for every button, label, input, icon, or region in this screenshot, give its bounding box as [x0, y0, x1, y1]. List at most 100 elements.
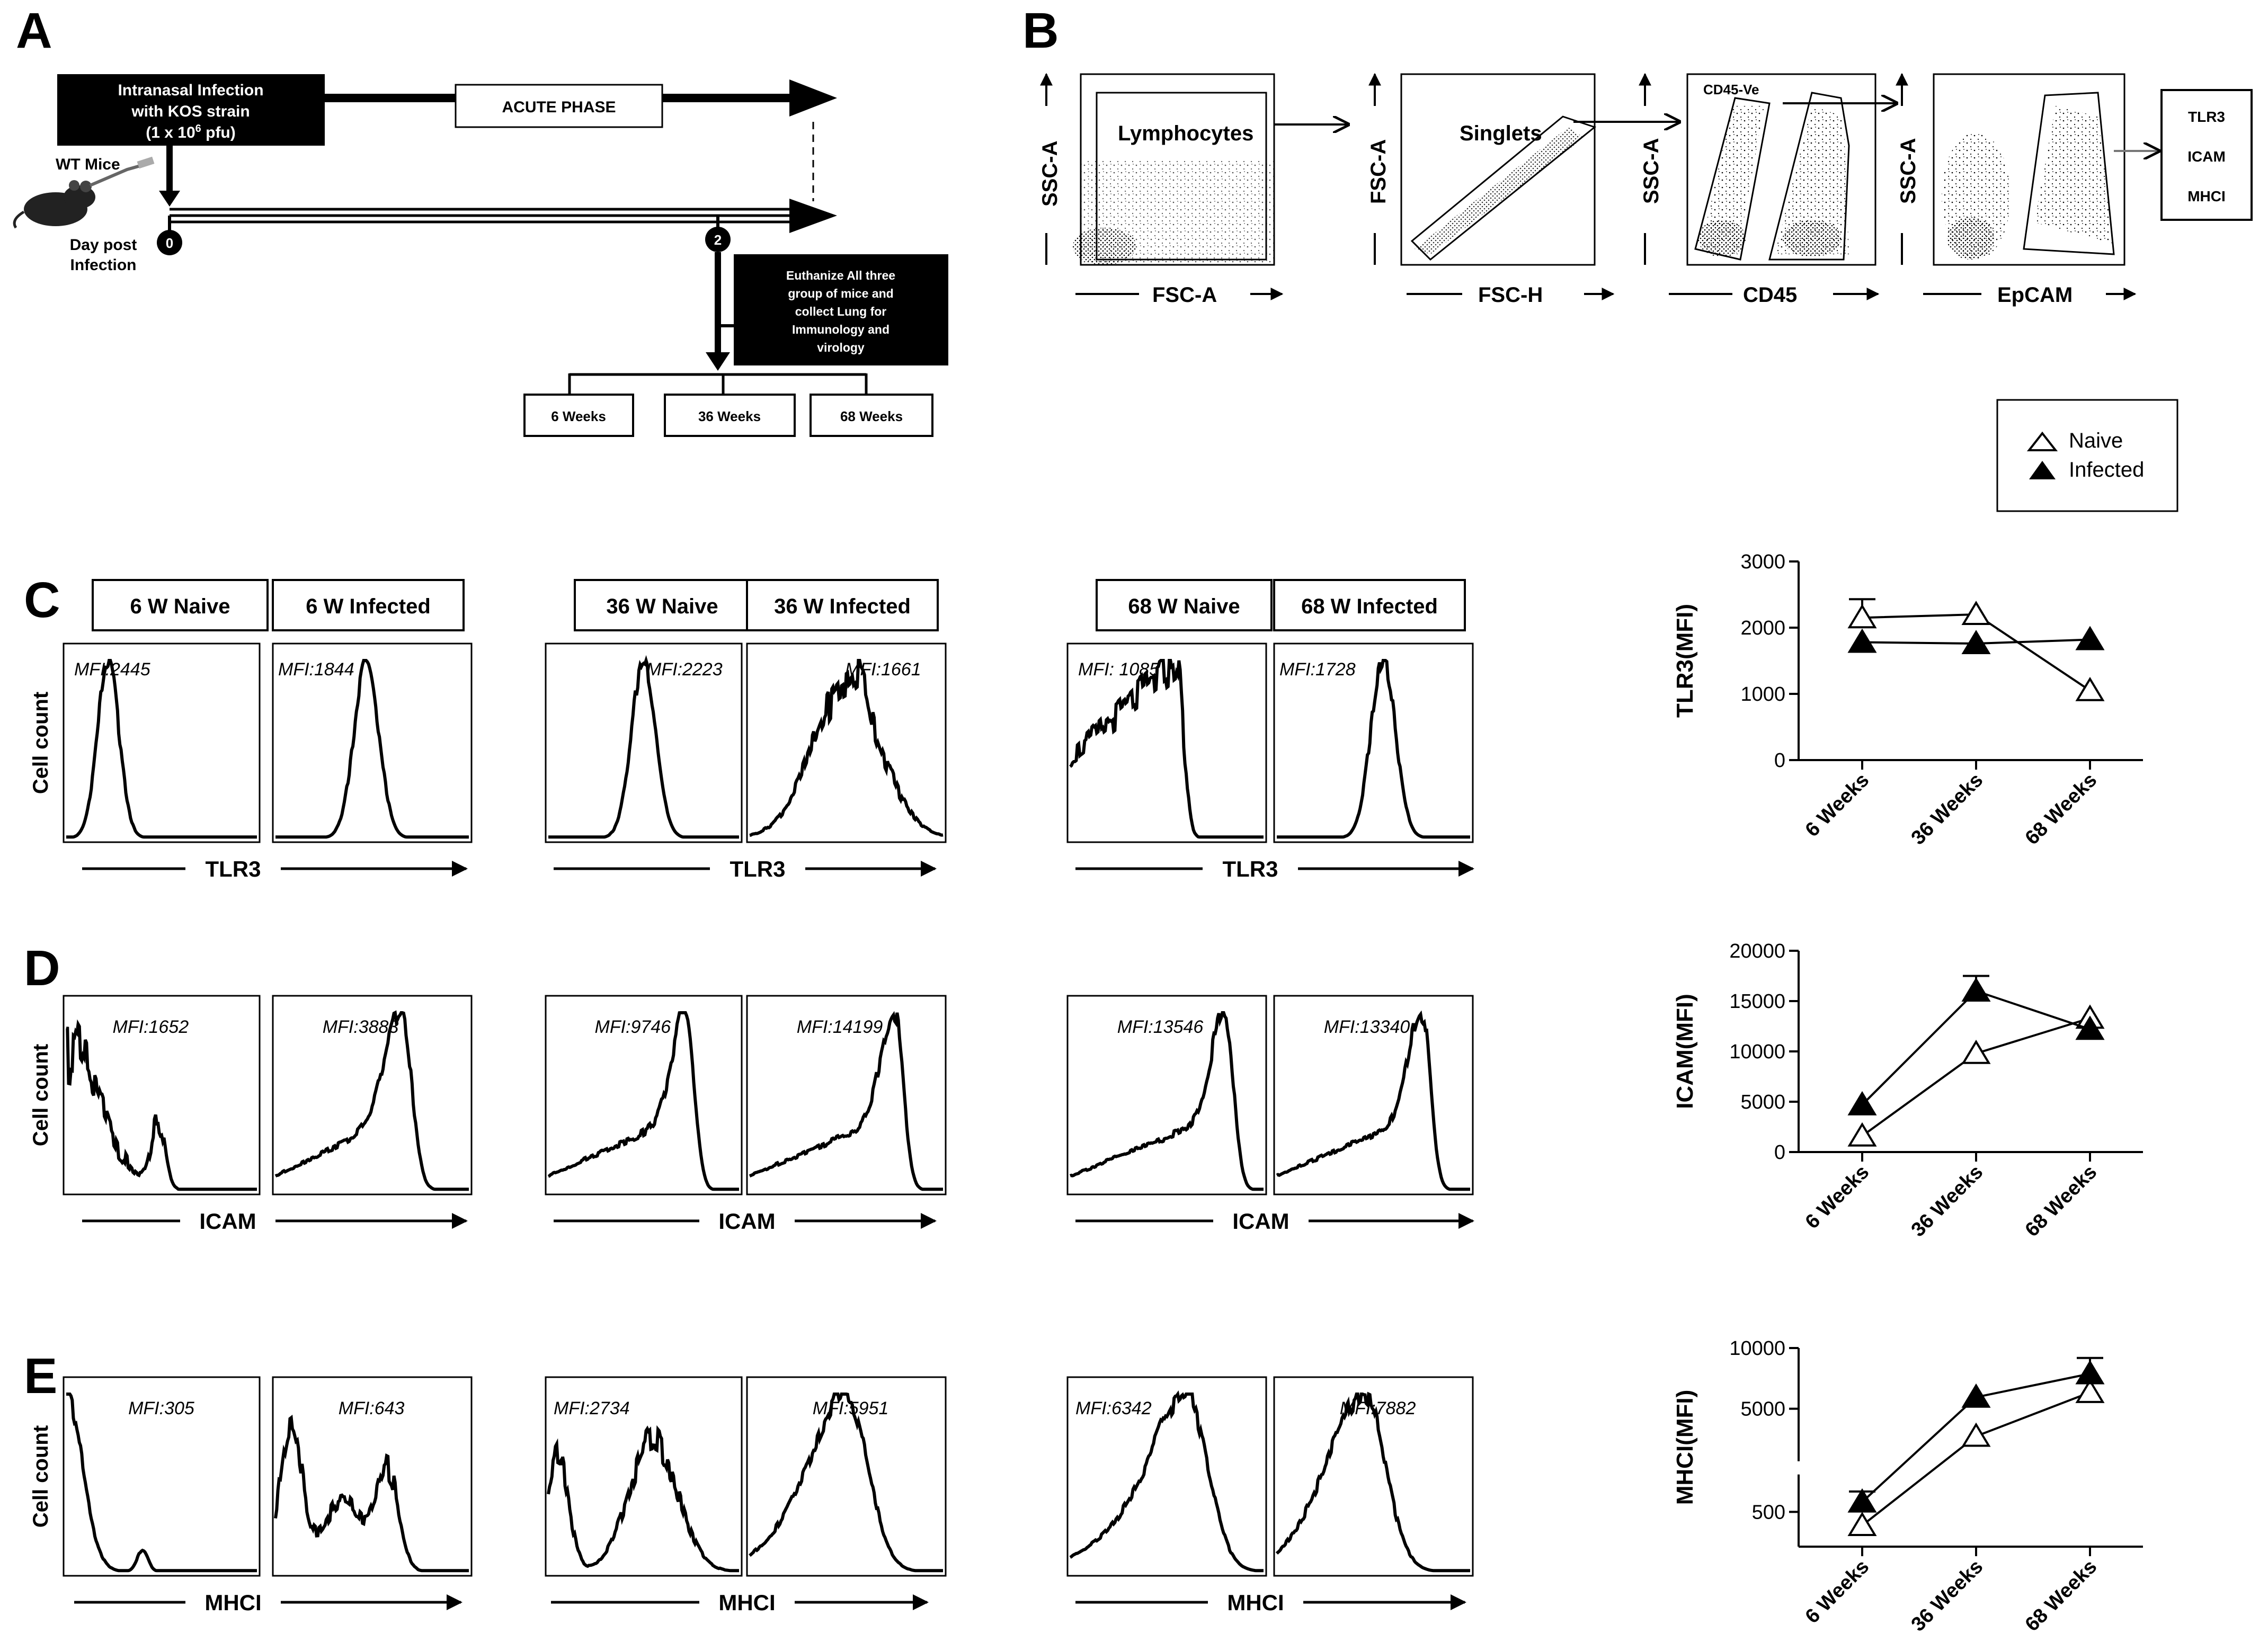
panel-a-timeline: Intranasal Infection with KOS strain (1 …: [13, 74, 948, 437]
mouse-label: WT Mice: [56, 156, 120, 173]
day0-label: 0: [166, 235, 173, 251]
histogram-axis-label: ICAM: [718, 1209, 775, 1234]
histogram-frame: [746, 1376, 947, 1577]
series-line-naive: [1861, 1391, 2091, 1527]
x-tick-label: 68 Weeks: [2021, 769, 2102, 850]
x-tick-label: 6 Weeks: [1801, 769, 1874, 842]
gate-ylabel-1: SSC-A: [1038, 141, 1062, 207]
gate-xlabel-3: CD45: [1743, 283, 1797, 307]
histogram-panel: MFI:1844: [272, 642, 473, 843]
histogram-curve: [547, 1011, 739, 1191]
hist-title-box: [1273, 579, 1466, 631]
mfi-label: MFI:1661: [845, 659, 921, 680]
gate-xlabel-2: FSC-H: [1478, 283, 1543, 307]
group-36-weeks: [664, 394, 796, 437]
point-infected: [1847, 1488, 1877, 1513]
mfi-label: MFI:13340: [1324, 1017, 1410, 1037]
histogram-panel: MFI:1728: [1273, 642, 1474, 843]
histogram-frame: [272, 1376, 473, 1577]
line-chart: 0 5000 10000 15000 20000 ICAM(MFI) 6 Weeks 36 W…: [1672, 940, 2143, 1241]
point-infected: [2075, 1015, 2105, 1040]
panel-letter-c: C: [24, 572, 60, 628]
euthanize-line-3: collect Lung for: [795, 305, 887, 318]
y-axis-label: ICAM(MFI): [1672, 994, 1698, 1109]
histogram-frame: [1066, 1376, 1267, 1577]
histogram-panel: MFI: 1085: [1066, 642, 1267, 843]
acute-phase-box: [455, 84, 663, 128]
mfi-label: MFI:643: [339, 1398, 405, 1418]
mfi-label: MFI:5951: [813, 1398, 889, 1418]
histogram-axis-label: ICAM: [199, 1209, 256, 1234]
panel-letter-d: D: [24, 940, 60, 996]
histogram-curve: [749, 1011, 943, 1191]
mfi-label: MFI:2445: [74, 659, 150, 680]
y-tick-label: 0: [1774, 1141, 1785, 1164]
point-naive: [1847, 1512, 1877, 1536]
gate-label-3: CD45-Ve: [1703, 82, 1759, 97]
euthanize-line-4: Immunology and: [792, 323, 890, 336]
day2-marker: [705, 227, 731, 252]
euthanize-box: [734, 254, 948, 365]
histogram-panel: MFI:7882: [1273, 1376, 1474, 1577]
point-naive: [1847, 604, 1877, 629]
group-68-weeks: [810, 394, 933, 437]
histogram-frame: [1273, 642, 1474, 843]
y-tick-label: 3000: [1740, 551, 1785, 573]
gate-ylabel-3: SSC-A: [1640, 138, 1663, 204]
mfi-label: MFI: 1085: [1078, 659, 1159, 680]
histogram-panel: MFI:9746: [545, 995, 743, 1195]
point-infected: [2075, 1360, 2105, 1385]
y-tick-label: 10000: [1729, 1041, 1785, 1063]
mfi-label: MFI:1652: [113, 1017, 189, 1037]
point-infected: [1961, 1383, 1991, 1408]
histogram-panel: MFI:305: [63, 1376, 261, 1577]
histogram-frame: [63, 995, 261, 1195]
hist-title-box: [92, 579, 269, 631]
marker-tlr3: TLR3: [2188, 109, 2225, 125]
y-tick-label: 2000: [1740, 617, 1785, 639]
histogram-curve: [66, 1019, 257, 1191]
histogram-axis-label: MHCI: [1227, 1590, 1284, 1615]
mouse-icon: [13, 156, 155, 229]
histogram-panel: MFI:13546: [1066, 995, 1267, 1195]
histogram-curve: [1275, 1391, 1470, 1573]
hist-title-box: [272, 579, 465, 631]
hist-title: 6 W Naive: [130, 595, 230, 618]
legend-naive-marker: [2026, 431, 2058, 451]
hist-title: 68 W Infected: [1301, 595, 1438, 618]
x-tick-label: 6 Weeks: [1801, 1556, 1874, 1628]
histogram-panel: MFI:643: [272, 1376, 473, 1577]
point-naive: [1847, 1122, 1877, 1147]
y-tick-label: 500: [1752, 1501, 1785, 1523]
group-68-weeks-label: 68 Weeks: [840, 408, 903, 424]
histogram-panel: MFI:3883: [272, 995, 473, 1195]
histogram-curve: [274, 1414, 469, 1573]
group-6-weeks: [523, 394, 634, 437]
point-naive: [1961, 1422, 1991, 1447]
histogram-frame: [545, 995, 743, 1195]
euthanize-line-1: Euthanize All three: [786, 269, 895, 282]
panel-letter-a: A: [16, 3, 52, 59]
histogram-curve: [548, 655, 739, 839]
mfi-label: MFI:6342: [1075, 1398, 1152, 1418]
gate-label-2: Singlets: [1460, 122, 1542, 145]
marker-box: [2160, 89, 2253, 221]
histogram-frame: [545, 642, 743, 843]
y-tick-label: 15000: [1729, 990, 1785, 1013]
day2-label: 2: [714, 232, 722, 248]
histogram-curve: [1069, 1011, 1264, 1191]
mfi-label: MFI:3883: [323, 1017, 399, 1037]
panel-b-gating: Lymphocytes SSC-A FSC-A Singlets FSC-A F…: [1038, 73, 2253, 307]
histogram-curve: [1069, 1390, 1264, 1573]
cell-count-label: Cell count: [29, 1044, 52, 1146]
line-chart: 500 5000 10000 MHCI(MFI) 6 Weeks 36 Weeks 68 W…: [1672, 1337, 2143, 1636]
histogram-curve: [274, 1010, 469, 1191]
day-label-1: Day post: [70, 236, 137, 254]
x-tick-label: 36 Weeks: [1907, 1161, 1988, 1242]
point-naive: [1961, 601, 1991, 625]
point-naive: [2075, 1378, 2105, 1403]
histogram-curve: [1276, 1010, 1470, 1191]
y-tick-label: 5000: [1740, 1398, 1785, 1421]
day-label-2: Infection: [70, 256, 137, 274]
series-line-naive: [1861, 1017, 2091, 1137]
